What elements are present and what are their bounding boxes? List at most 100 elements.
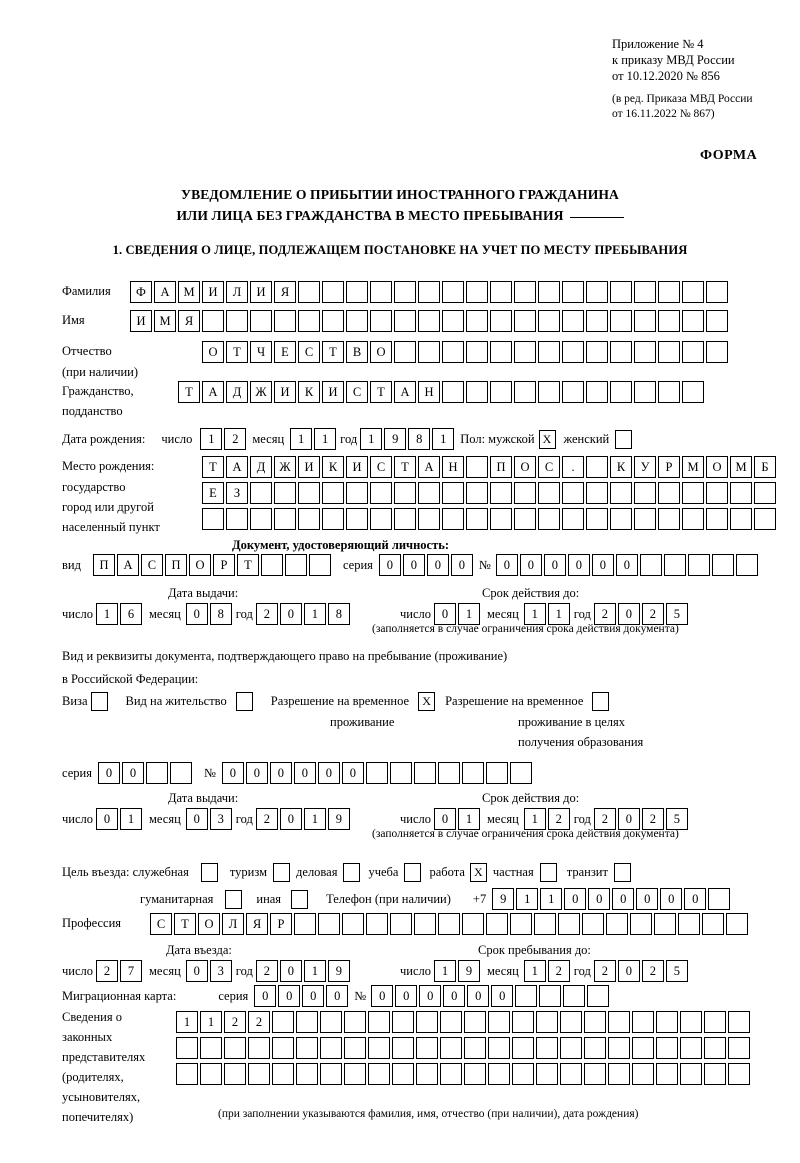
permit-issue-day-boxes-cell[interactable]: 1 xyxy=(120,808,143,830)
birth-place-row1-boxes-cell[interactable]: Т xyxy=(202,456,224,478)
name-boxes-cell[interactable] xyxy=(322,310,344,332)
birth-day-boxes-cell[interactable]: 1 xyxy=(200,428,223,450)
birth-place-row3-boxes-cell[interactable] xyxy=(466,508,488,530)
doc-issue-year-boxes-cell[interactable]: 2 xyxy=(255,603,278,625)
permit-series-boxes-cell[interactable]: 0 xyxy=(121,762,144,784)
citizenship-boxes-cell[interactable] xyxy=(610,381,632,403)
legal-rep-row3-boxes-cell[interactable] xyxy=(728,1063,750,1085)
citizenship-boxes-cell[interactable]: Д xyxy=(226,381,248,403)
doc-valid-year-boxes-cell[interactable]: 2 xyxy=(593,603,616,625)
stay-month-boxes-cell[interactable]: 1 xyxy=(523,960,546,982)
legal-rep-row1-boxes-cell[interactable]: 1 xyxy=(176,1011,198,1033)
birth-place-row2-boxes-cell[interactable] xyxy=(466,482,488,504)
legal-rep-row2-boxes-cell[interactable] xyxy=(464,1037,486,1059)
profession-boxes-cell[interactable]: О xyxy=(198,913,220,935)
birth-place-row3-boxes-cell[interactable] xyxy=(658,508,680,530)
birth-place-row3-boxes-cell[interactable] xyxy=(274,508,296,530)
doc-number-boxes-cell[interactable] xyxy=(687,554,710,576)
citizenship-boxes-cell[interactable]: И xyxy=(322,381,344,403)
birth-place-row1-boxes-cell[interactable]: К xyxy=(610,456,632,478)
legal-rep-row1-boxes-cell[interactable] xyxy=(488,1011,510,1033)
legal-rep-row3-boxes-cell[interactable] xyxy=(296,1063,318,1085)
doc-valid-day-boxes-cell[interactable]: 1 xyxy=(458,603,481,625)
birth-place-row3-boxes-cell[interactable] xyxy=(370,508,392,530)
entry-day-boxes-cell[interactable]: 2 xyxy=(96,960,119,982)
surname-boxes-cell[interactable] xyxy=(418,281,440,303)
legal-rep-row3-boxes-cell[interactable] xyxy=(680,1063,702,1085)
doc-number-boxes-cell[interactable] xyxy=(711,554,734,576)
phone-boxes-cell[interactable]: 0 xyxy=(684,888,707,910)
citizenship-boxes-cell[interactable] xyxy=(682,381,704,403)
permit-number-boxes-cell[interactable] xyxy=(389,762,412,784)
citizenship-boxes-cell[interactable] xyxy=(514,381,536,403)
mig-number-boxes-cell[interactable]: 0 xyxy=(443,985,466,1007)
doc-valid-year-boxes-cell[interactable]: 0 xyxy=(617,603,640,625)
permit-number-boxes-cell[interactable]: 0 xyxy=(317,762,340,784)
permit-valid-year-boxes-cell[interactable]: 2 xyxy=(593,808,616,830)
birth-place-row1-boxes-cell[interactable]: М xyxy=(730,456,752,478)
legal-rep-row2-boxes-cell[interactable] xyxy=(728,1037,750,1059)
birth-place-row2-boxes-cell[interactable] xyxy=(274,482,296,504)
doc-valid-year-boxes-cell[interactable]: 5 xyxy=(665,603,688,625)
birth-place-row2-boxes-cell[interactable] xyxy=(394,482,416,504)
doc-series-boxes-cell[interactable]: 0 xyxy=(450,554,473,576)
patronymic-boxes-cell[interactable]: О xyxy=(202,341,224,363)
birth-year-boxes-cell[interactable]: 1 xyxy=(432,428,455,450)
birth-place-row1-boxes-cell[interactable]: П xyxy=(490,456,512,478)
birth-place-row2-boxes-cell[interactable]: Е xyxy=(202,482,224,504)
birth-place-row1-boxes-cell[interactable]: О xyxy=(706,456,728,478)
birth-place-row2-boxes-cell[interactable] xyxy=(418,482,440,504)
birth-place-row2-boxes-cell[interactable] xyxy=(586,482,608,504)
permit-number-boxes-cell[interactable]: 0 xyxy=(269,762,292,784)
legal-rep-row1-boxes-cell[interactable] xyxy=(368,1011,390,1033)
citizenship-boxes-cell[interactable]: К xyxy=(298,381,320,403)
legal-rep-row2-boxes-cell[interactable] xyxy=(176,1037,198,1059)
birth-place-row2-boxes-cell[interactable] xyxy=(298,482,320,504)
doc-kind-boxes-cell[interactable]: Т xyxy=(236,554,259,576)
patronymic-boxes-cell[interactable] xyxy=(610,341,632,363)
legal-rep-row2-boxes-cell[interactable] xyxy=(272,1037,294,1059)
name-boxes-cell[interactable] xyxy=(658,310,680,332)
legal-rep-row2-boxes-cell[interactable] xyxy=(488,1037,510,1059)
name-boxes-cell[interactable] xyxy=(514,310,536,332)
doc-kind-boxes-cell[interactable] xyxy=(260,554,283,576)
doc-issue-year-boxes-cell[interactable]: 0 xyxy=(279,603,302,625)
permit-number-boxes-cell[interactable] xyxy=(365,762,388,784)
citizenship-boxes-cell[interactable]: Т xyxy=(178,381,200,403)
surname-boxes-cell[interactable]: Ф xyxy=(130,281,152,303)
profession-boxes-cell[interactable] xyxy=(534,913,556,935)
legal-rep-row1-boxes-cell[interactable] xyxy=(680,1011,702,1033)
stay-month-boxes-cell[interactable]: 2 xyxy=(547,960,570,982)
name-boxes-cell[interactable] xyxy=(538,310,560,332)
patronymic-boxes-cell[interactable] xyxy=(442,341,464,363)
stay-year-boxes-cell[interactable]: 2 xyxy=(593,960,616,982)
doc-issue-year-boxes-cell[interactable]: 1 xyxy=(303,603,326,625)
patronymic-boxes-cell[interactable] xyxy=(538,341,560,363)
mig-series-boxes-cell[interactable]: 0 xyxy=(302,985,325,1007)
patronymic-boxes-cell[interactable]: Ч xyxy=(250,341,272,363)
legal-rep-row2-boxes-cell[interactable] xyxy=(296,1037,318,1059)
doc-issue-month-boxes-cell[interactable]: 8 xyxy=(209,603,232,625)
profession-boxes-cell[interactable] xyxy=(294,913,316,935)
citizenship-boxes-cell[interactable] xyxy=(634,381,656,403)
doc-number-boxes-cell[interactable] xyxy=(663,554,686,576)
legal-rep-row3-boxes-cell[interactable] xyxy=(200,1063,222,1085)
surname-boxes-cell[interactable] xyxy=(322,281,344,303)
surname-boxes-cell[interactable] xyxy=(466,281,488,303)
surname-boxes-cell[interactable] xyxy=(634,281,656,303)
birth-place-row2-boxes-cell[interactable] xyxy=(658,482,680,504)
legal-rep-row3-boxes-cell[interactable] xyxy=(440,1063,462,1085)
legal-rep-row2-boxes-cell[interactable] xyxy=(608,1037,630,1059)
patronymic-boxes-cell[interactable]: Т xyxy=(322,341,344,363)
doc-number-boxes-cell[interactable] xyxy=(735,554,758,576)
surname-boxes-cell[interactable] xyxy=(706,281,728,303)
patronymic-boxes-cell[interactable]: Т xyxy=(226,341,248,363)
stay-year-boxes-cell[interactable]: 5 xyxy=(665,960,688,982)
profession-boxes-cell[interactable] xyxy=(582,913,604,935)
permit-valid-year-boxes-cell[interactable]: 0 xyxy=(617,808,640,830)
profession-boxes-cell[interactable] xyxy=(702,913,724,935)
profession-boxes-cell[interactable] xyxy=(414,913,436,935)
citizenship-boxes-cell[interactable] xyxy=(658,381,680,403)
legal-rep-row1-boxes-cell[interactable]: 2 xyxy=(224,1011,246,1033)
patronymic-boxes-cell[interactable]: Е xyxy=(274,341,296,363)
